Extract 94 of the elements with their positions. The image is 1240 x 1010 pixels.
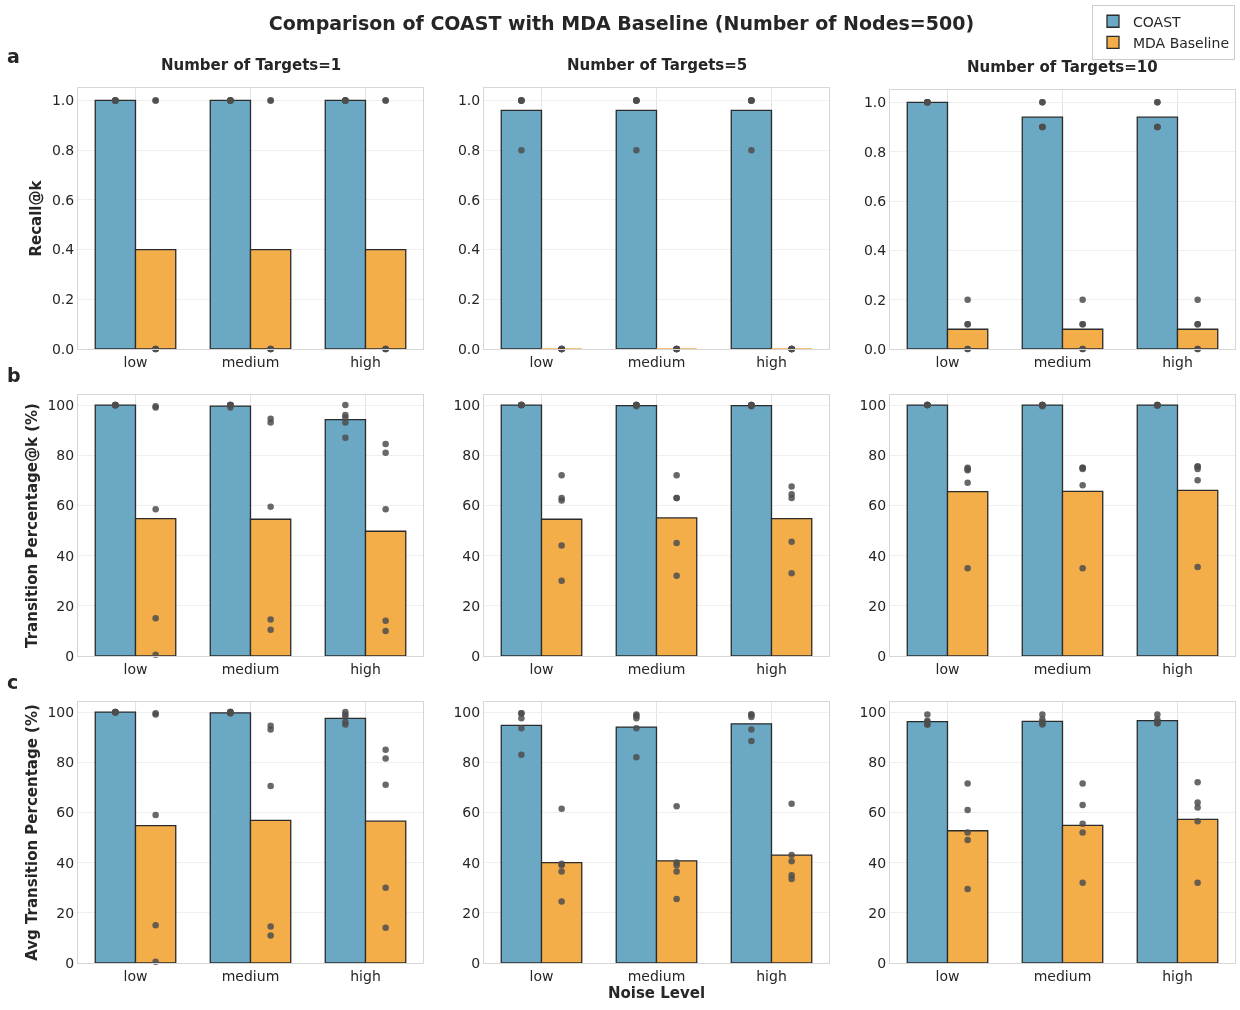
y-tick-label: 0.6 bbox=[863, 192, 887, 209]
y-tick-label: 80 bbox=[868, 754, 887, 771]
x-tick-label: medium bbox=[1033, 660, 1092, 677]
y-tick-label: 0.8 bbox=[51, 142, 75, 159]
x-tick-label: low bbox=[123, 660, 148, 677]
y-tick-label: 20 bbox=[56, 597, 75, 614]
x-tick-label: low bbox=[529, 353, 554, 370]
y-tick-label: 0.6 bbox=[51, 191, 75, 208]
y-tick-label: 40 bbox=[462, 547, 481, 564]
y-tick-label: 0.0 bbox=[51, 340, 75, 357]
y-tick-label: 80 bbox=[868, 447, 887, 464]
x-tick-label: medium bbox=[221, 353, 280, 370]
y-tick-label: 80 bbox=[462, 754, 481, 771]
x-tick-label: high bbox=[756, 967, 787, 984]
y-tick-label: 0.4 bbox=[51, 241, 75, 258]
y-tick-label: 40 bbox=[868, 547, 887, 564]
text: b bbox=[7, 364, 21, 386]
y-tick-label: 80 bbox=[56, 447, 75, 464]
x-tick-label: medium bbox=[1033, 967, 1092, 984]
x-tick-label: high bbox=[756, 353, 787, 370]
x-tick-label: low bbox=[529, 967, 554, 984]
x-tick-label: high bbox=[756, 660, 787, 677]
y-tick-label: 20 bbox=[462, 597, 481, 614]
chart-title: Number of Targets=10 bbox=[967, 58, 1158, 76]
x-tick-label: medium bbox=[221, 967, 280, 984]
text: a bbox=[7, 45, 20, 67]
y-tick-label: 40 bbox=[462, 854, 481, 871]
x-tick-label: low bbox=[529, 660, 554, 677]
y-tick-label: 0.4 bbox=[863, 242, 887, 259]
y-tick-label: 100 bbox=[859, 396, 887, 413]
x-tick-label: medium bbox=[627, 660, 686, 677]
y-tick-label: 40 bbox=[56, 547, 75, 564]
x-axis-title: Noise Level bbox=[607, 983, 706, 1002]
y-tick-label: 20 bbox=[868, 904, 887, 921]
y-axis-title: Transition Percentage@k (%) bbox=[22, 403, 41, 648]
y-tick-label: 20 bbox=[868, 597, 887, 614]
y-tick-label: 0.6 bbox=[457, 191, 481, 208]
y-tick-label: 0 bbox=[65, 954, 75, 971]
y-tick-label: 100 bbox=[453, 703, 481, 720]
y-tick-label: 80 bbox=[462, 447, 481, 464]
x-tick-label: low bbox=[123, 967, 148, 984]
y-tick-label: 80 bbox=[56, 754, 75, 771]
y-tick-label: 0 bbox=[471, 954, 481, 971]
x-tick-label: low bbox=[935, 353, 960, 370]
x-tick-label: high bbox=[1162, 660, 1193, 677]
y-tick-label: 0 bbox=[877, 954, 887, 971]
y-tick-label: 0.2 bbox=[863, 291, 887, 308]
chart-title: Number of Targets=1 bbox=[161, 56, 342, 74]
x-tick-label: medium bbox=[221, 660, 280, 677]
y-tick-label: 60 bbox=[56, 497, 75, 514]
y-axis-title: Avg Transition Percentage (%) bbox=[22, 704, 41, 961]
legend-label: COAST bbox=[1133, 13, 1182, 30]
y-tick-label: 60 bbox=[462, 804, 481, 821]
y-tick-label: 100 bbox=[859, 703, 887, 720]
y-tick-label: 0 bbox=[65, 647, 75, 664]
y-tick-label: 60 bbox=[868, 804, 887, 821]
y-tick-label: 20 bbox=[462, 904, 481, 921]
y-tick-label: 0 bbox=[471, 647, 481, 664]
x-tick-label: low bbox=[123, 353, 148, 370]
y-tick-label: 100 bbox=[453, 396, 481, 413]
y-tick-label: 0.0 bbox=[457, 340, 481, 357]
y-axis-title: Recall@k bbox=[27, 179, 46, 257]
x-tick-label: medium bbox=[627, 353, 686, 370]
chart-title: Comparison of COAST with MDA Baseline (Number of Nodes=500) bbox=[268, 12, 975, 34]
y-tick-label: 0.4 bbox=[457, 241, 481, 258]
y-tick-label: 60 bbox=[868, 497, 887, 514]
y-tick-label: 0 bbox=[877, 647, 887, 664]
y-tick-label: 0.8 bbox=[863, 143, 887, 160]
x-tick-label: high bbox=[350, 967, 381, 984]
x-tick-label: medium bbox=[627, 967, 686, 984]
y-tick-label: 1.0 bbox=[863, 94, 887, 111]
y-tick-label: 60 bbox=[462, 497, 481, 514]
y-tick-label: 60 bbox=[56, 804, 75, 821]
y-tick-label: 1.0 bbox=[457, 92, 481, 109]
y-tick-label: 0.8 bbox=[457, 142, 481, 159]
y-tick-label: 20 bbox=[56, 904, 75, 921]
x-tick-label: high bbox=[1162, 353, 1193, 370]
y-tick-label: 1.0 bbox=[51, 92, 75, 109]
text: c bbox=[7, 671, 19, 693]
x-tick-label: low bbox=[935, 660, 960, 677]
x-tick-label: high bbox=[350, 353, 381, 370]
y-tick-label: 40 bbox=[868, 854, 887, 871]
x-tick-label: medium bbox=[1033, 353, 1092, 370]
y-tick-label: 0.2 bbox=[457, 291, 481, 308]
legend-label: MDA Baseline bbox=[1133, 34, 1229, 51]
y-tick-label: 0.0 bbox=[863, 340, 887, 357]
x-tick-label: high bbox=[1162, 967, 1193, 984]
y-tick-label: 40 bbox=[56, 854, 75, 871]
y-tick-label: 0.2 bbox=[51, 291, 75, 308]
y-tick-label: 100 bbox=[47, 703, 75, 720]
x-tick-label: high bbox=[350, 660, 381, 677]
chart-subtitle: Number of Targets=5 bbox=[567, 56, 748, 74]
y-tick-label: 100 bbox=[47, 396, 75, 413]
x-tick-label: low bbox=[935, 967, 960, 984]
